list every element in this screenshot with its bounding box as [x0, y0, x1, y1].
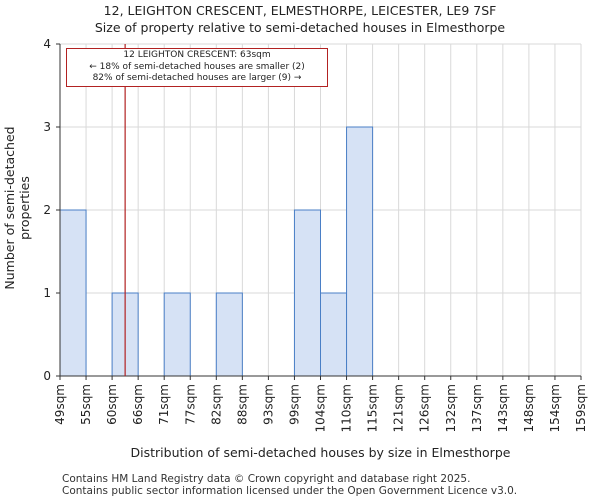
- x-tick-label: 143sqm: [496, 384, 510, 432]
- y-tick-label: 4: [43, 37, 51, 51]
- x-tick-label: 104sqm: [314, 384, 328, 432]
- x-tick-label: 132sqm: [444, 384, 458, 432]
- x-axis-label: Distribution of semi-detached houses by …: [130, 445, 511, 460]
- x-tick-label: 159sqm: [574, 384, 588, 432]
- bar: [293, 209, 322, 377]
- bar: [215, 292, 243, 377]
- x-tick-label: 121sqm: [392, 384, 406, 432]
- x-tick-label: 71sqm: [157, 384, 171, 425]
- bar: [320, 292, 348, 377]
- x-tick-label: 115sqm: [366, 384, 380, 432]
- y-tick-label: 2: [43, 203, 51, 217]
- y-tick-label: 0: [43, 369, 51, 383]
- x-tick-label: 60sqm: [105, 384, 119, 425]
- x-tick-label: 77sqm: [183, 384, 197, 425]
- annotation-line-3: 82% of semi-detached houses are larger (…: [92, 73, 302, 83]
- chart-title: 12, LEIGHTON CRESCENT, ELMESTHORPE, LEIC…: [103, 3, 497, 18]
- bar: [59, 209, 87, 377]
- x-tick-label: 137sqm: [470, 384, 484, 432]
- y-axis-label: Number of semi-detached properties: [2, 126, 32, 290]
- x-tick-label: 154sqm: [548, 384, 562, 432]
- x-tick-label: 55sqm: [79, 384, 93, 425]
- x-tick-label: 88sqm: [235, 384, 249, 425]
- footer-line-1: Contains HM Land Registry data © Crown c…: [62, 473, 471, 485]
- property-annotation: 12 LEIGHTON CRESCENT: 63sqm ← 18% of sem…: [66, 48, 328, 87]
- annotation-line-1: 12 LEIGHTON CRESCENT: 63sqm: [123, 50, 271, 60]
- chart-subtitle: Size of property relative to semi-detach…: [94, 20, 506, 35]
- footer-line-2: Contains public sector information licen…: [62, 485, 518, 497]
- x-tick-label: 99sqm: [287, 384, 301, 425]
- x-tick-label: 66sqm: [131, 384, 145, 425]
- x-tick-label: 82sqm: [209, 384, 223, 425]
- y-tick-label: 1: [43, 286, 51, 300]
- bar-chart: 0 1 2 3 4 49sqm 55sqm 60sqm 66sqm 71sqm 77sqm 82sqm…: [43, 37, 588, 432]
- y-tick-label: 3: [43, 120, 51, 134]
- annotation-line-2: ← 18% of semi-detached houses are smalle…: [89, 61, 305, 72]
- x-tick-label: 93sqm: [261, 384, 275, 425]
- bar: [163, 292, 191, 377]
- x-tick-label: 49sqm: [53, 384, 67, 425]
- bar: [346, 126, 374, 377]
- x-tick-label: 126sqm: [418, 384, 432, 432]
- x-tick-label: 148sqm: [522, 384, 536, 432]
- x-tick-label: 110sqm: [340, 384, 354, 432]
